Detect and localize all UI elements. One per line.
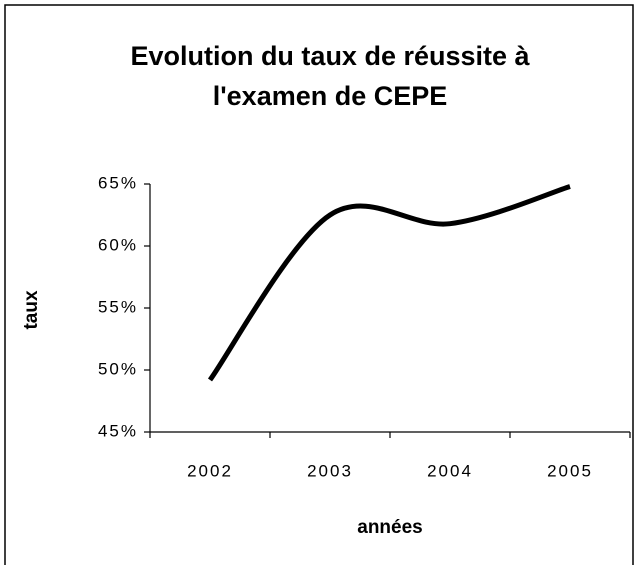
x-axis-label: années (357, 517, 422, 538)
x-tick-label: 2004 (427, 461, 473, 480)
chart-frame (4, 4, 634, 565)
x-tick-label: 2003 (307, 461, 353, 480)
chart-title: l'examen de CEPE (213, 81, 448, 111)
y-tick-label: 60% (98, 235, 138, 254)
y-tick-label: 55% (98, 297, 138, 316)
line-series (207, 184, 571, 382)
x-tick-label: 2005 (547, 461, 593, 480)
y-tick-label: 65% (98, 173, 138, 192)
y-tick-label: 50% (98, 359, 138, 378)
x-tick-label: 2002 (187, 461, 233, 480)
y-tick-label: 45% (98, 421, 138, 440)
chart-title: Evolution du taux de réussite à (130, 41, 530, 71)
y-axis-label: taux (21, 290, 42, 330)
